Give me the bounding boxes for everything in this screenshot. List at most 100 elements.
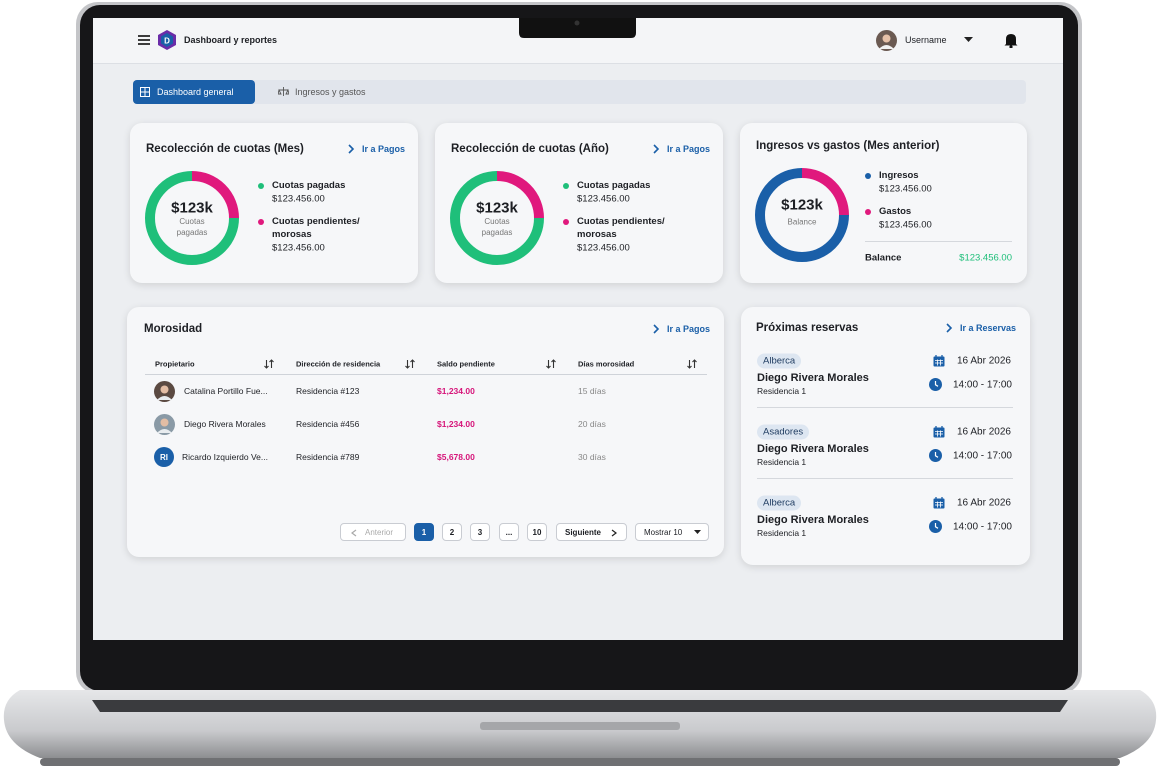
user-menu-caret[interactable] [964,37,973,43]
donut-chart [145,171,239,265]
sort-button[interactable] [264,359,274,369]
legend-amount: $123.456.00 [577,242,630,254]
legend-amount: $123.456.00 [272,242,325,254]
divider [757,407,1013,408]
owner-name: Catalina Portillo Fue... [184,386,268,396]
legend-dot [865,209,871,215]
page-button[interactable]: 3 [470,523,490,541]
header-rule [145,374,707,375]
legend-label: Gastos [879,206,912,217]
page-size-select[interactable]: Mostrar 10 [635,523,709,541]
clock-icon [929,378,942,391]
page-button[interactable]: ... [499,523,519,541]
user-avatar[interactable] [876,30,897,51]
card-title: Recolección de cuotas (Año) [451,143,609,155]
donut-segment [145,171,239,265]
svg-text:D: D [164,37,170,46]
legend-amount: $123.456.00 [879,219,932,231]
prev-button[interactable]: Anterior [340,523,406,541]
owner-avatar: RI [154,447,174,467]
card-title: Recolección de cuotas (Mes) [146,143,304,155]
menu-button[interactable] [137,34,151,46]
next-button[interactable]: Siguiente [556,523,627,541]
card-link[interactable]: Ir a Reservas [960,323,1017,333]
card-link[interactable]: Ir a Pagos [667,324,711,334]
reservation-time: 14:00 - 17:00 [953,379,1012,391]
card-link[interactable]: Ir a Pagos [362,144,406,154]
link-chevron [653,144,660,154]
prev-label: Anterior [364,527,393,537]
days-late: 30 días [578,452,606,462]
legend-dot [563,183,569,189]
summary-card: Recolección de cuotas (Mes) Ir a Pagos $12… [130,123,418,283]
next-chevron [611,529,617,537]
screen: D Dashboard y reportes Username Dashboard g… [93,18,1063,640]
tab-label[interactable]: Ingresos y gastos [295,87,366,97]
tab-active[interactable]: Dashboard general [133,80,255,104]
reservations-card: Próximas reservas Ir a Reservas Alberca Die… [741,307,1030,565]
donut-center-value: $123k [171,199,213,217]
card-title: Próximas reservas [756,322,859,334]
reservation-date: 16 Abr 2026 [957,355,1011,367]
owner-avatar [154,381,175,402]
clock-icon [929,520,942,533]
username[interactable]: Username [905,35,947,45]
area-badge: Alberca [757,353,802,369]
summary-card: Recolección de cuotas (Año) Ir a Pagos $12… [435,123,723,283]
resident-name: Diego Rivera Morales [757,372,869,384]
balance-label: Balance [865,252,902,264]
sort-button[interactable] [405,359,415,369]
prev-chevron [351,529,357,537]
donut-center-label: Cuotas pagadas [176,217,208,237]
page-button[interactable]: 10 [527,523,547,541]
residence: Residencia #123 [296,386,360,396]
link-chevron [653,324,660,334]
reservation-date: 16 Abr 2026 [957,426,1011,438]
legend-label: Cuotas pendientes/ morosas [577,216,665,240]
balance-due: $1,234.00 [437,386,475,396]
legend-label: Cuotas pendientes/ morosas [272,216,360,240]
card-title: Ingresos vs gastos (Mes anterior) [756,140,940,152]
balance-due: $1,234.00 [437,419,475,429]
page-title: Dashboard y reportes [184,35,278,45]
link-chevron [348,144,355,154]
residence: Residencia 1 [757,457,807,467]
camera-notch [519,18,636,38]
card-link[interactable]: Ir a Pagos [667,144,711,154]
legend-dot [563,219,569,225]
donut-center-label: Cuotas pagadas [481,217,513,237]
calendar-icon [933,497,945,509]
page-button[interactable]: 2 [442,523,462,541]
donut-chart [755,168,849,262]
reservation-time: 14:00 - 17:00 [953,521,1012,533]
notifications-bell[interactable] [1003,32,1019,48]
donut-segment [450,171,544,265]
resident-name: Diego Rivera Morales [757,443,869,455]
legend-dot [258,219,264,225]
page-size-label: Mostrar 10 [644,527,683,537]
area-badge: Alberca [757,495,802,511]
sort-button[interactable] [546,359,556,369]
residence: Residencia 1 [757,528,807,538]
reservation-date: 16 Abr 2026 [957,497,1011,509]
owner-avatar [154,414,175,435]
legend-amount: $123.456.00 [879,183,932,195]
logo: D [158,30,176,50]
link-chevron [946,323,953,333]
donut-chart [450,171,544,265]
owner-name: Ricardo Izquierdo Ve... [182,452,268,462]
delinquency-card: Morosidad Ir a Pagos Propietario Dirección … [127,307,724,557]
card-title: Morosidad [144,323,203,335]
divider [865,241,1012,242]
column-header: Días morosidad [578,359,635,369]
residence: Residencia #456 [296,419,360,429]
donut-segment [755,168,849,262]
legend-amount: $123.456.00 [577,193,630,205]
donut-center-value: $123k [476,199,518,217]
residence: Residencia #789 [296,452,360,462]
column-header: Propietario [155,359,195,369]
tab-bar: Dashboard general Ingresos y gastos [133,80,1026,104]
sort-button[interactable] [687,359,697,369]
page-button[interactable]: 1 [414,523,434,541]
